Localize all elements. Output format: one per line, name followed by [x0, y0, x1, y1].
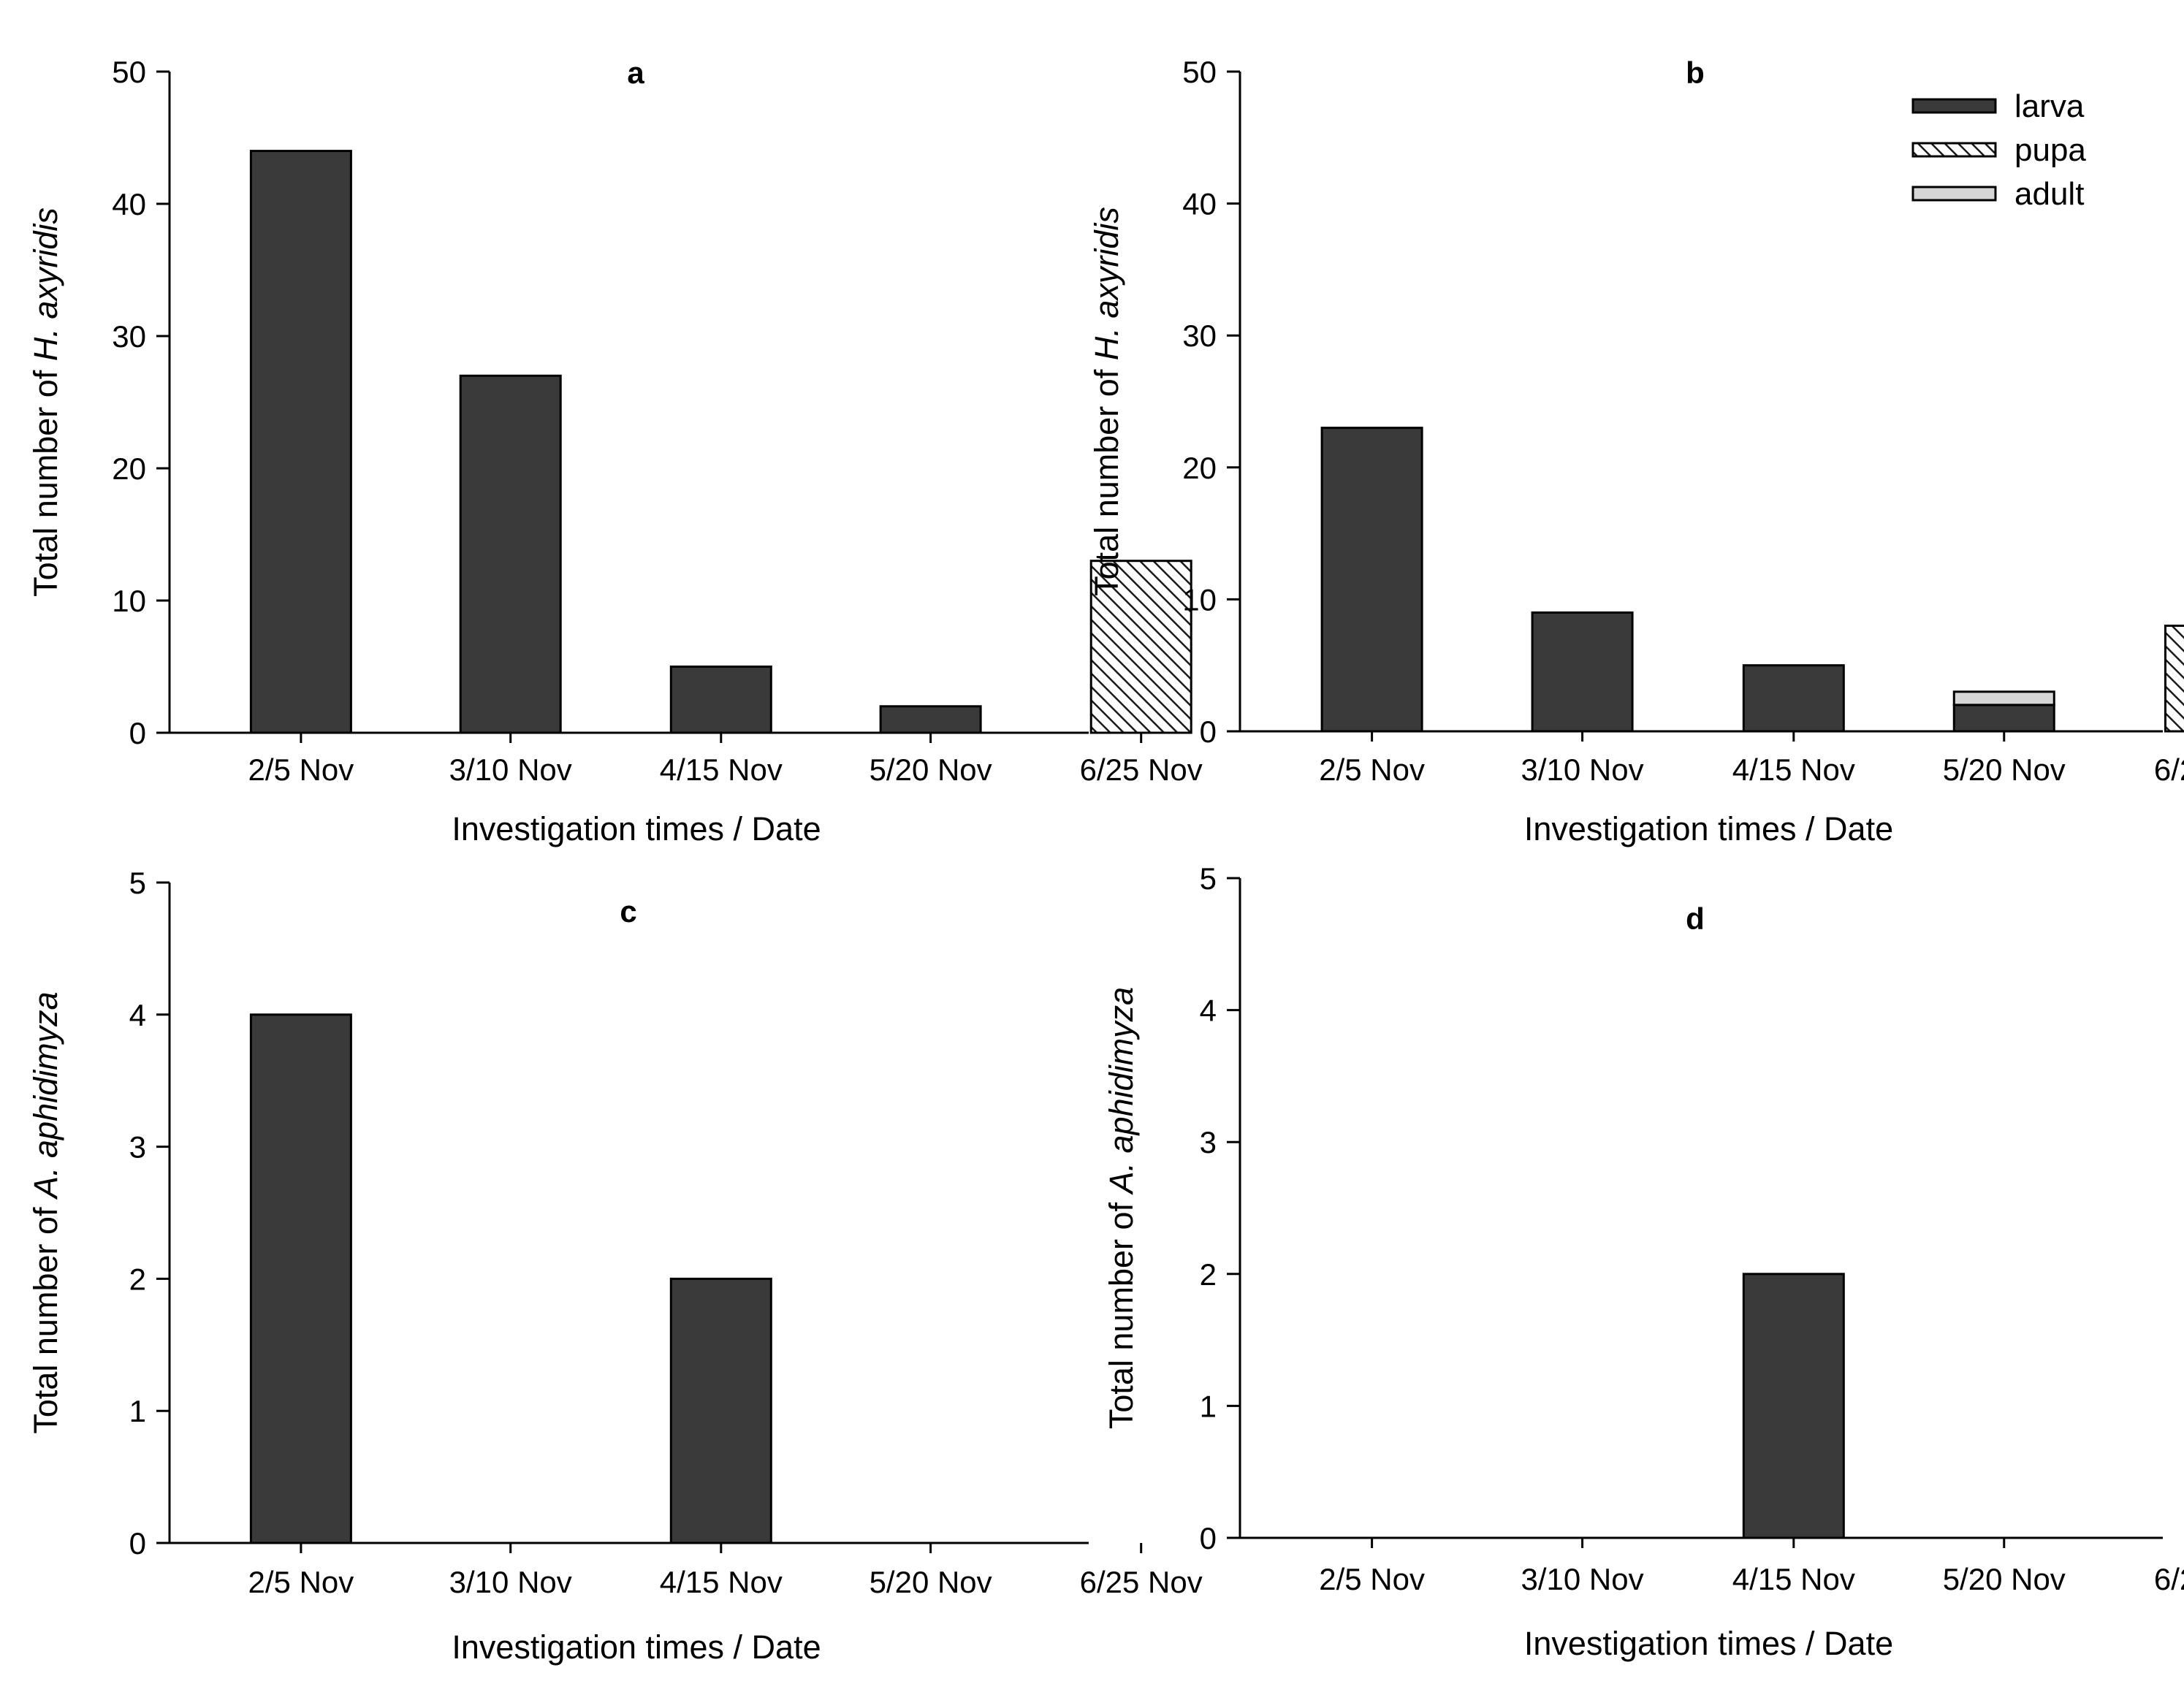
x-tick-label: 6/25 Nov — [2154, 752, 2184, 787]
x-tick-label: 2/5 Nov — [248, 1565, 354, 1599]
y-tick-label: 0 — [1200, 714, 1217, 749]
bar-group — [249, 150, 1192, 734]
panel-a: a 0 10 20 30 40 50 2/5 Nov 3/10 Nov 4/15 Nov 5/20 … — [27, 55, 1203, 847]
x-tick-label: 4/15 Nov — [660, 752, 783, 787]
x-tick-label: 2/5 Nov — [248, 752, 354, 787]
y-axis-label: Total number of H. axyridis — [27, 207, 64, 597]
y-tick-label: 20 — [112, 451, 146, 486]
bar-larva-4 — [1952, 704, 2055, 733]
x-tick-label: 3/10 Nov — [1521, 752, 1644, 787]
y-tick-label: 40 — [112, 187, 146, 221]
legend-label: pupa — [2014, 132, 2086, 168]
y-tick-label: 0 — [1200, 1521, 1217, 1555]
x-axis-label: Investigation times / Date — [1524, 1625, 1893, 1662]
y-tick-label: 4 — [129, 998, 146, 1032]
y-tick-label: 5 — [1200, 861, 1217, 896]
y-tick-label: 50 — [112, 55, 146, 89]
legend-item-pupa: pupa — [1911, 132, 2086, 168]
y-axis-label-prefix: Total number of — [1103, 1193, 1140, 1429]
legend-swatch-larva — [1911, 98, 1997, 114]
panel-title: a — [627, 56, 644, 90]
x-tick-label: 3/10 Nov — [449, 752, 572, 787]
legend-swatch-pupa — [1911, 142, 1997, 158]
bar-larva-3 — [1742, 1273, 1845, 1539]
y-axis-label: Total number of A. aphidimyza — [1103, 987, 1140, 1429]
bar-larva-1 — [249, 1013, 352, 1544]
y-tick-label: 0 — [129, 716, 146, 750]
y-axis-label: Total number of A. aphidimyza — [27, 991, 64, 1433]
y-tick-label: 10 — [112, 584, 146, 618]
x-tick-label: 4/15 Nov — [660, 1565, 783, 1599]
y-axis-label-prefix: Total number of — [27, 1198, 64, 1434]
legend-label: larva — [2014, 88, 2085, 124]
y-tick-label: 20 — [1182, 451, 1217, 485]
bar-group — [1320, 427, 2184, 733]
y-axis-label-prefix: Total number of — [1088, 360, 1125, 596]
x-tick-label: 2/5 Nov — [1319, 1562, 1425, 1596]
x-tick-label: 5/20 Nov — [1943, 1562, 2066, 1596]
y-tick-label: 1 — [1200, 1389, 1217, 1423]
y-tick-label: 3 — [1200, 1125, 1217, 1159]
bar-larva-3 — [1742, 664, 1845, 733]
legend-swatch-adult — [1911, 186, 1997, 202]
bar-group — [1742, 1273, 1845, 1539]
y-axis-label-prefix: Total number of — [27, 361, 64, 597]
y-tick-label: 1 — [129, 1394, 146, 1428]
x-axis-label: Investigation times / Date — [1524, 810, 1893, 847]
legend-item-adult: adult — [1911, 176, 2084, 212]
y-axis-label-species: H. axyridis — [27, 207, 64, 361]
legend-label: adult — [2014, 176, 2084, 212]
y-tick-label: 2 — [1200, 1257, 1217, 1292]
y-tick-label: 0 — [129, 1526, 146, 1560]
panel-title: d — [1686, 902, 1705, 936]
y-axis-label-species: A. aphidimyza — [27, 991, 64, 1200]
y-tick-label: 40 — [1182, 187, 1217, 221]
bar-larva-2 — [1531, 611, 1634, 733]
y-tick-label: 2 — [129, 1262, 146, 1296]
bar-pupa-5 — [1089, 560, 1192, 734]
x-tick-label: 5/20 Nov — [870, 752, 992, 787]
x-tick-label: 5/20 Nov — [1943, 752, 2066, 787]
x-tick-label: 4/15 Nov — [1732, 1562, 1855, 1596]
panel-b: b 0 10 20 30 40 50 2/5 Nov 3/10 Nov 4/15 Nov 5/20 … — [1088, 55, 2184, 847]
x-axis-label: Investigation times / Date — [452, 1628, 821, 1666]
x-tick-label: 6/25 Nov — [2154, 1562, 2184, 1596]
y-tick-label: 50 — [1182, 55, 1217, 89]
y-axis-label-species: H. axyridis — [1088, 207, 1125, 360]
x-tick-label: 6/25 Nov — [1080, 752, 1203, 787]
bar-larva-1 — [1320, 427, 1423, 733]
x-tick-label: 3/10 Nov — [1521, 1562, 1644, 1596]
bar-adult-4 — [1952, 690, 2055, 706]
bar-larva-4 — [879, 705, 982, 734]
legend: larva pupa adult — [1911, 88, 2086, 212]
bar-larva-3 — [669, 666, 772, 734]
x-tick-label: 4/15 Nov — [1732, 752, 1855, 787]
y-axis-label: Total number of H. axyridis — [1088, 207, 1125, 596]
bar-larva-3 — [669, 1277, 772, 1544]
x-tick-label: 6/25 Nov — [1080, 1565, 1203, 1599]
y-tick-label: 5 — [129, 866, 146, 900]
panel-d: d 0 1 2 3 4 5 2/5 Nov 3/10 Nov 4/15 Nov 5/20 Nov 6/… — [1103, 861, 2184, 1662]
x-tick-label: 2/5 Nov — [1319, 752, 1425, 787]
bar-larva-2 — [459, 374, 562, 734]
panel-title: c — [620, 894, 636, 929]
legend-item-larva: larva — [1911, 88, 2085, 124]
panel-title: b — [1686, 56, 1705, 90]
y-tick-label: 30 — [1182, 319, 1217, 353]
bar-group — [249, 1013, 772, 1544]
y-tick-label: 4 — [1200, 994, 1217, 1028]
bar-larva-1 — [249, 150, 352, 734]
x-tick-label: 5/20 Nov — [870, 1565, 992, 1599]
x-tick-label: 3/10 Nov — [449, 1565, 572, 1599]
bar-pupa-5 — [2164, 625, 2184, 733]
y-tick-label: 10 — [1182, 582, 1217, 617]
y-axis-label-species: A. aphidimyza — [1103, 987, 1140, 1196]
y-tick-label: 30 — [112, 319, 146, 354]
panel-c: c 0 1 2 3 4 5 2/5 Nov 3/10 Nov 4/15 Nov 5/20 Nov 6/… — [27, 866, 1203, 1666]
x-axis-label: Investigation times / Date — [452, 810, 821, 847]
y-tick-label: 3 — [129, 1130, 146, 1165]
